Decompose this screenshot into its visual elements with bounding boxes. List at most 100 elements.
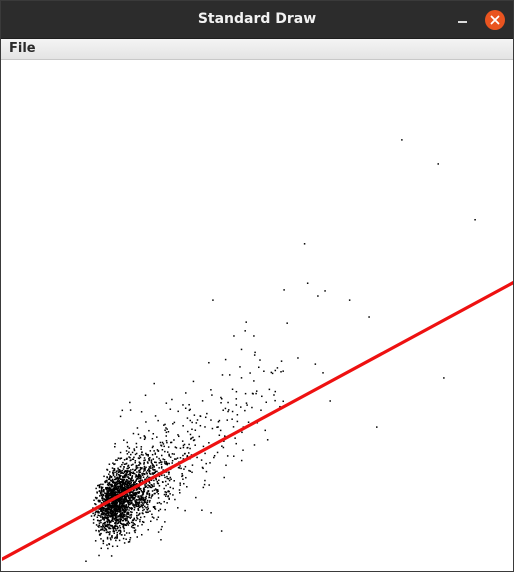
scatter-point [181,475,183,478]
scatter-point [134,523,136,526]
scatter-point [127,476,130,478]
scatter-point [98,490,101,492]
scatter-point [258,366,260,369]
scatter-point [127,470,129,472]
scatter-point [92,512,94,515]
scatter-point [114,491,117,493]
scatter-point [110,521,112,523]
scatter-point [142,491,144,493]
scatter-point [153,479,155,482]
scatter-point [150,459,153,461]
scatter-point [233,455,235,457]
scatter-point [121,515,123,517]
scatter-point [122,472,125,475]
scatter-point [118,507,121,509]
scatter-point [146,509,149,511]
scatter-point [129,514,131,516]
scatter-point [169,456,172,458]
scatter-point [115,486,118,489]
scatter-point [146,461,149,463]
scatter-point [135,488,138,490]
scatter-point [106,514,109,516]
scatter-point [122,509,125,511]
scatter-point [164,429,166,432]
scatter-point [156,489,159,491]
close-button[interactable] [485,10,505,30]
scatter-point [122,461,124,464]
scatter-point [154,470,157,473]
scatter-point [112,515,115,517]
scatter-point [117,510,119,512]
scatter-point [184,452,186,455]
scatter-point [107,524,110,526]
scatter-point [126,511,128,514]
scatter-point [159,461,162,463]
scatter-point [114,525,116,527]
scatter-point [108,508,111,511]
scatter-point [99,491,102,494]
scatter-point [135,503,137,505]
menu-file[interactable]: File [9,41,36,56]
scatter-point [154,469,156,471]
title-bar[interactable]: Standard Draw [1,1,513,39]
scatter-point [110,555,113,557]
minimize-button[interactable] [452,10,472,30]
scatter-point [160,445,163,447]
scatter-point [101,491,103,493]
scatter-point [123,470,126,473]
scatter-point [127,495,130,497]
scatter-point [120,499,123,501]
scatter-point [188,409,191,412]
scatter-point [97,511,99,513]
scatter-point [129,459,132,462]
scatter-point [140,467,142,470]
scatter-point [133,481,135,484]
scatter-point [180,467,182,470]
scatter-point [134,468,137,471]
scatter-point [163,461,166,463]
scatter-point [143,516,146,518]
scatter-point [128,540,131,543]
scatter-point [247,421,250,423]
scatter-point [149,510,151,512]
outlier-point [220,530,223,532]
scatter-point [146,511,148,514]
scatter-point [136,536,138,538]
scatter-point [194,444,196,446]
scatter-point [101,529,104,531]
scatter-point [142,521,145,524]
scatter-point [128,486,131,489]
scatter-point [112,529,115,531]
scatter-point [98,524,101,527]
scatter-point [98,500,100,503]
scatter-point [151,516,154,518]
scatter-point [282,400,284,403]
scatter-point [260,409,262,411]
scatter-point [125,509,128,511]
scatter-point [155,489,158,491]
scatter-point [103,509,105,511]
scatter-point [154,492,156,495]
scatter-point [168,490,170,493]
scatter-point [115,516,118,519]
scatter-point [276,367,279,369]
scatter-point [133,494,135,496]
scatter-point [175,447,178,449]
scatter-point [150,479,153,482]
scatter-point [113,532,115,534]
scatter-point [211,394,213,396]
scatter-point [111,510,113,512]
scatter-point [124,523,126,526]
drawing-canvas[interactable] [2,60,513,571]
scatter-point [104,480,106,483]
scatter-point [155,464,158,466]
scatter-point [131,475,134,477]
scatter-point [134,491,136,494]
scatter-point [103,526,106,529]
scatter-point [170,478,172,480]
scatter-point [129,486,132,488]
scatter-point [195,496,197,499]
scatter-point [106,538,109,540]
scatter-point [139,488,141,491]
scatter-point [145,471,148,473]
